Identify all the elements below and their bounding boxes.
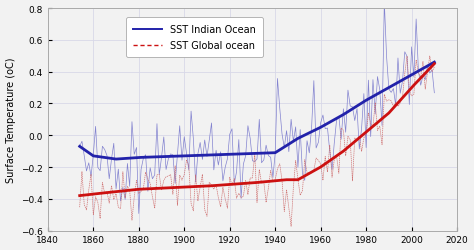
Legend: SST Indian Ocean, SST Global ocean: SST Indian Ocean, SST Global ocean <box>127 18 263 58</box>
Y-axis label: Surface Temperature (oC): Surface Temperature (oC) <box>6 57 16 182</box>
